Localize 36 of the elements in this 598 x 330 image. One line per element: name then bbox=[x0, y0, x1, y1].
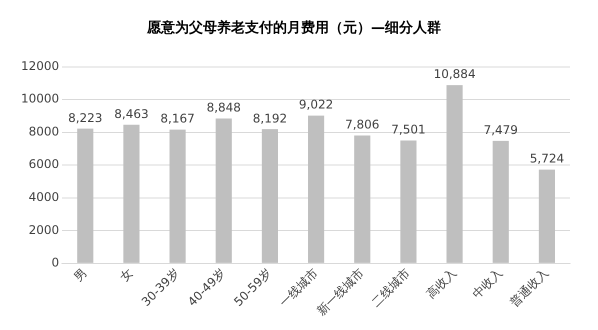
x-tick-label: 女 bbox=[117, 266, 136, 284]
y-tick-label: 8000 bbox=[28, 124, 60, 138]
data-label: 7,806 bbox=[345, 118, 380, 132]
bar bbox=[354, 136, 370, 263]
y-tick-label: 10000 bbox=[20, 92, 60, 106]
data-label: 8,848 bbox=[206, 100, 241, 115]
chart-title: 愿意为父母养老支付的月费用（元）—细分人群 bbox=[146, 19, 441, 36]
bar bbox=[123, 124, 140, 263]
bar bbox=[170, 130, 186, 263]
y-tick-label: 0 bbox=[52, 256, 60, 270]
data-label: 8,223 bbox=[68, 110, 102, 125]
x-tick-label: 中收入 bbox=[470, 266, 506, 302]
y-tick-label: 12000 bbox=[20, 58, 60, 73]
data-label: 5,724 bbox=[530, 152, 564, 166]
y-tick-label: 2000 bbox=[28, 222, 60, 237]
bar bbox=[308, 116, 324, 263]
x-tick-label: 普通收入 bbox=[507, 266, 552, 310]
bar bbox=[77, 128, 94, 263]
data-label: 9,022 bbox=[298, 98, 334, 112]
data-label: 7,479 bbox=[484, 122, 518, 137]
bar bbox=[262, 129, 278, 263]
x-tick-label: 男 bbox=[71, 266, 90, 284]
y-tick-label: 4000 bbox=[28, 190, 60, 204]
x-tick-label: 高收入 bbox=[424, 266, 459, 302]
bar bbox=[400, 140, 416, 263]
y-tick-label: 6000 bbox=[28, 157, 60, 172]
x-tick-label: 二线城市 bbox=[368, 266, 413, 310]
data-label: 7,501 bbox=[391, 122, 426, 137]
data-label: 8,463 bbox=[114, 106, 149, 121]
bar bbox=[446, 85, 463, 263]
bar bbox=[538, 170, 555, 263]
bar bbox=[492, 140, 509, 263]
data-label: 8,192 bbox=[252, 111, 288, 126]
data-label: 10,884 bbox=[434, 67, 476, 82]
bar bbox=[216, 118, 232, 263]
data-label: 8,167 bbox=[160, 112, 195, 126]
